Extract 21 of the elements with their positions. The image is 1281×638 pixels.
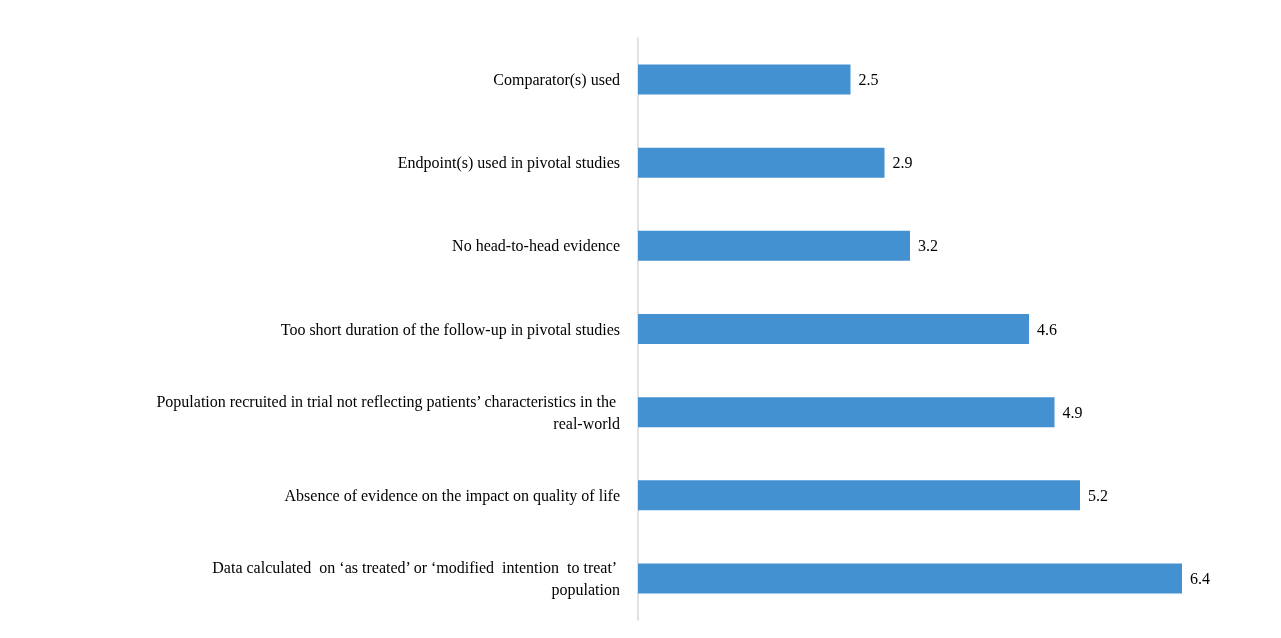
y-tick-label: Absence of evidence on the impact on quality of life [284,486,620,505]
bar [638,230,910,261]
y-tick-label: Endpoint(s) used in pivotal studies [397,154,620,173]
y-tick-label: Comparator(s) used [493,71,620,90]
bar [638,64,851,95]
data-label: 3.2 [918,237,938,255]
data-label: 2.9 [892,154,913,172]
data-label: 4.6 [1037,320,1057,338]
y-tick-label: Population recruited in trial not reflecting patients’ characteristics in the real-world [156,392,620,432]
data-label: 2.5 [858,71,879,89]
bar [638,480,1080,511]
data-label: 5.2 [1088,486,1108,504]
bar [638,563,1182,594]
bar [638,314,1029,344]
bar [638,147,885,178]
y-tick-label: Data calculated on ‘as treated’ or ‘modified intention to treat’ population [212,558,620,599]
data-label: 4.9 [1062,403,1083,421]
bar [638,397,1055,428]
y-tick-label: No head-to-head evidence [452,237,620,255]
data-label: 6.4 [1190,569,1210,587]
y-tick-label: Too short duration of the follow-up in pivotal studies [280,320,620,339]
